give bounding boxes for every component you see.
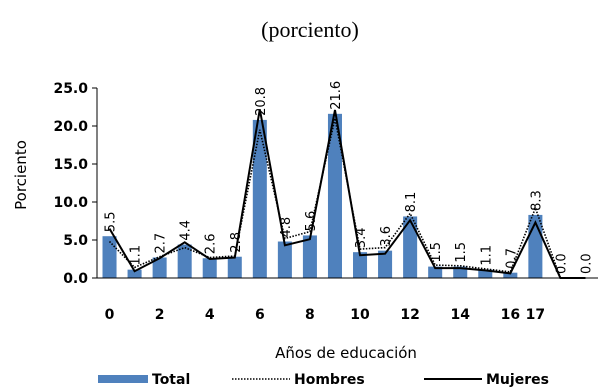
legend-label-total: Total [152,372,190,388]
y-tick-label: 15.0 [53,157,88,173]
x-tick-label: 2 [155,307,165,323]
bar-total [102,236,117,278]
data-label: 21.6 [329,81,344,110]
data-label: 5.5 [104,212,119,233]
data-label: 20.8 [254,87,269,116]
bar-total [503,272,518,278]
bar-total [478,269,493,278]
bar-total [428,266,443,278]
plot-area: 0.0 5.0 10.0 15.0 20.0 25.0 0 2 4 6 8 10 12 14 16 17 5.5… [53,81,598,323]
line-hombres [108,118,586,279]
x-tick-label: 0 [105,307,115,323]
bar-total [453,266,468,278]
x-tick-label: 8 [305,307,315,323]
x-tick-label: 6 [255,307,265,323]
data-label: 2.8 [229,232,244,253]
data-label: 5.6 [304,211,319,232]
bar-total [353,252,368,278]
bar-total [127,269,142,278]
data-label: 8.1 [404,192,419,213]
chart-title: (porciento) [261,17,359,42]
y-tick-label: 0.0 [63,271,88,287]
data-label: 1.1 [129,245,144,266]
bar-total [177,244,192,278]
bar-total [152,257,167,278]
x-tick-label: 4 [205,307,215,323]
y-tick-label: 25.0 [53,81,88,97]
bar-total [378,250,393,278]
x-tick-label: 14 [450,307,470,323]
bar-total [403,216,418,278]
line-mujeres [108,109,586,279]
bar-total [227,256,242,278]
x-tick-label: 16 [501,307,520,323]
data-label: 1.5 [429,242,444,263]
x-tick-label: 17 [526,307,545,323]
legend-label-hombres: Hombres [294,372,365,388]
bar-total [302,235,317,278]
bar-total [252,119,267,278]
data-label: 8.3 [529,190,544,211]
legend-swatch-total [98,375,148,383]
data-label: 2.6 [204,234,219,255]
data-label: 0.7 [504,248,519,269]
y-tick-label: 5.0 [63,233,88,249]
x-tick-label: 10 [350,307,370,323]
y-axis-label: Porciento [12,140,30,210]
data-label: 4.4 [179,220,194,241]
x-axis-label: Años de educación [275,344,417,362]
data-label: 3.4 [354,228,369,249]
data-label: 1.1 [479,245,494,266]
bar-total [277,241,292,278]
legend: Total Hombres Mujeres [98,372,549,388]
data-label: 3.6 [379,226,394,247]
data-label: 0.0 [554,253,569,274]
y-tick-label: 10.0 [53,195,88,211]
data-label: 2.7 [154,233,169,254]
legend-label-mujeres: Mujeres [486,372,549,388]
bar-total [202,258,217,278]
data-label: 0.0 [580,253,595,274]
data-label: 4.8 [279,217,294,238]
x-tick-label: 12 [400,307,419,323]
data-label: 1.5 [454,242,469,263]
y-tick-label: 20.0 [53,119,88,135]
bar-total [327,113,342,278]
